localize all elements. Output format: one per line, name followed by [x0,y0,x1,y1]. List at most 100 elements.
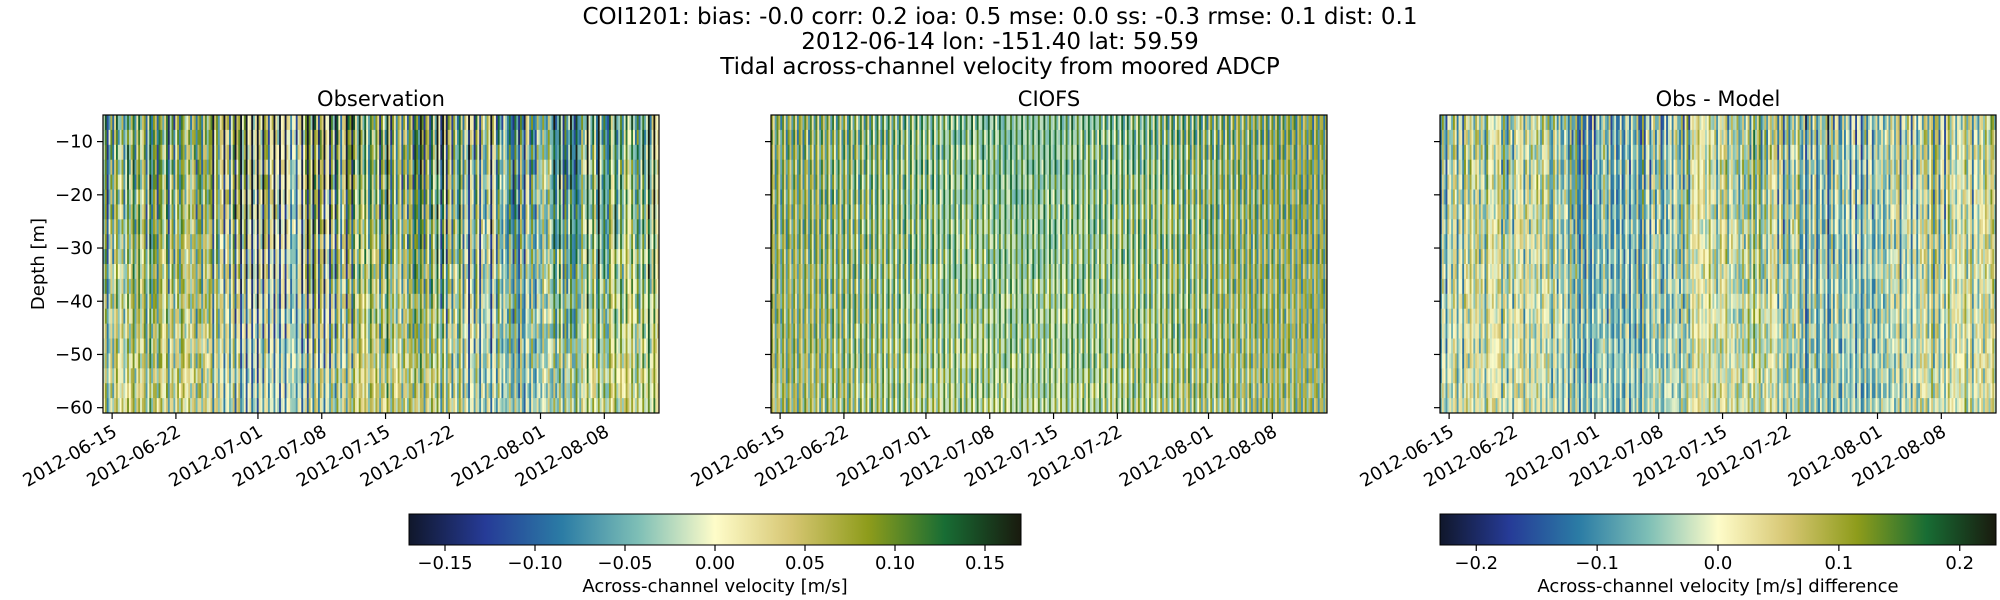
heatmap-cell [557,278,560,295]
heatmap-cell [191,159,195,176]
heatmap-cell [525,204,529,220]
heatmap-cell [177,308,180,325]
heatmap-cell [275,264,278,280]
heatmap-cell [306,398,310,413]
heatmap-cell [127,204,130,220]
heatmap-cell [479,144,482,161]
heatmap-cell [553,249,556,265]
heatmap-cell [190,353,193,369]
heatmap-cell [308,398,312,413]
heatmap-cell [488,353,491,369]
heatmap-cell [542,323,545,340]
heatmap-cell [534,323,538,340]
heatmap-cell [108,398,112,413]
heatmap-cell [355,249,358,265]
heatmap-cell [419,353,423,369]
heatmap-cell [273,278,276,295]
heatmap-cell [151,398,154,413]
heatmap-cell [429,308,432,325]
heatmap-cell [117,338,121,354]
heatmap-cell [221,115,225,131]
heatmap-cell [178,249,182,265]
heatmap-cell [507,278,510,295]
heatmap-cell [319,189,323,205]
heatmap-cell [412,264,415,280]
heatmap-cell [447,353,451,369]
heatmap-cell [317,278,321,295]
heatmap-cell [275,144,278,161]
heatmap-cell [258,368,262,384]
heatmap-cell [121,323,124,340]
heatmap-cell [549,323,553,340]
heatmap-cell [314,189,317,205]
heatmap-cell [212,204,215,220]
heatmap-cell [484,204,488,220]
heatmap-cell [232,338,236,354]
heatmap-cell [473,189,477,205]
heatmap-cell [375,204,378,220]
heatmap-cell [451,115,454,131]
heatmap-cell [518,278,521,295]
heatmap-cell [254,398,258,413]
heatmap-cell [264,129,267,146]
heatmap-cell [321,353,325,369]
heatmap-cell [382,129,386,146]
heatmap-cell [395,234,399,250]
heatmap-cell [464,204,467,220]
heatmap-cell [375,308,378,325]
heatmap-cell [110,323,113,340]
heatmap-cell [162,174,165,191]
heatmap-cell [366,293,369,310]
heatmap-cell [384,174,388,191]
heatmap-cell [134,398,137,413]
heatmap-cell [494,144,497,161]
heatmap-cell [545,115,549,131]
heatmap-cell [425,115,428,131]
heatmap-cell [208,115,212,131]
heatmap-cell [164,144,167,161]
heatmap-cell [216,264,219,280]
heatmap-cell [275,249,278,265]
heatmap-cell [444,398,447,413]
heatmap-cell [564,159,567,176]
heatmap-cell [143,293,147,310]
heatmap-cell [138,219,141,235]
heatmap-cell [249,308,252,325]
heatmap-cell [531,204,534,220]
heatmap-cell [201,368,204,384]
heatmap-cell [434,338,438,354]
heatmap-cell [234,323,238,340]
heatmap-cell [217,383,221,399]
heatmap-cell [114,129,117,146]
heatmap-cell [410,264,414,280]
heatmap-cell [345,204,349,220]
heatmap-cell [340,174,343,191]
heatmap-cell [349,278,352,295]
heatmap-cell [158,323,162,340]
heatmap-cell [484,249,488,265]
heatmap-cell [499,144,503,161]
heatmap-cell [180,368,184,384]
heatmap-cell [323,249,326,265]
heatmap-cell [151,159,154,176]
heatmap-cell [190,383,193,399]
heatmap-cell [560,323,564,340]
heatmap-cell [464,144,467,161]
heatmap-cell [282,219,286,235]
heatmap-cell [256,338,260,354]
heatmap-cell [342,264,345,280]
heatmap-cell [482,159,486,176]
heatmap-cell [190,368,193,384]
heatmap-cell [212,308,215,325]
heatmap-cell [327,383,330,399]
heatmap-cell [416,234,419,250]
heatmap-cell [549,293,553,310]
heatmap-cell [545,353,549,369]
heatmap-cell [349,353,352,369]
heatmap-cell [282,293,286,310]
heatmap-cell [393,159,397,176]
heatmap-cell [540,249,543,265]
heatmap-cell [277,189,280,205]
heatmap-cell [284,204,288,220]
heatmap-cell [445,368,449,384]
